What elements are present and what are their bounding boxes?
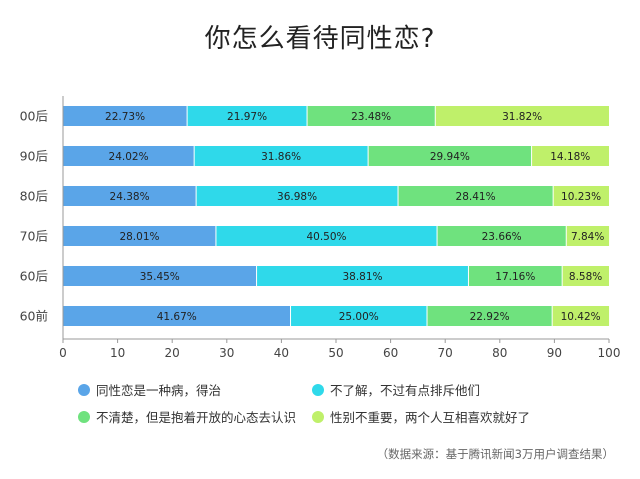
bar-segment: [63, 186, 197, 206]
value-label: 29.94%: [430, 151, 470, 163]
category-label: 60前: [20, 309, 48, 324]
x-tick-label: 60: [383, 346, 398, 360]
value-label: 31.82%: [502, 111, 542, 123]
x-tick-label: 0: [59, 346, 67, 360]
value-label: 23.66%: [482, 231, 522, 243]
value-label: 24.02%: [109, 151, 149, 163]
category-label: 00后: [20, 109, 48, 124]
bar-segment: [398, 186, 554, 206]
x-tick-label: 20: [165, 346, 180, 360]
bar-segment: [215, 226, 438, 246]
value-label: 10.23%: [561, 191, 601, 203]
value-label: 23.48%: [351, 111, 391, 123]
bar-segment: [290, 306, 428, 326]
value-label: 22.73%: [105, 111, 145, 123]
legend-label-disease: 同性恋是一种病，得治: [96, 383, 222, 398]
bar-segment: [256, 266, 469, 286]
value-label: 7.84%: [571, 231, 604, 243]
value-label: 28.01%: [119, 231, 159, 243]
x-tick-label: 70: [438, 346, 453, 360]
value-label: 28.41%: [456, 191, 496, 203]
bar-segment: [63, 266, 257, 286]
bar-segment: [427, 306, 553, 326]
legend-item-gender-unimportant: 性别不重要，两个人互相喜欢就好了: [312, 407, 530, 426]
legend-item-open-minded: 不清楚，但是抱着开放的心态去认识: [78, 407, 296, 426]
value-label: 14.18%: [550, 151, 590, 163]
category-label: 60后: [20, 269, 48, 284]
value-label: 41.67%: [157, 311, 197, 323]
bar-segment: [196, 186, 399, 206]
legend-swatch-disease: [78, 383, 90, 396]
value-label: 17.16%: [495, 271, 535, 283]
value-label: 22.92%: [470, 311, 510, 323]
chart-title: 你怎么看待同性恋?: [204, 24, 436, 54]
value-label: 38.81%: [342, 271, 382, 283]
legend-swatch-open-minded: [78, 410, 90, 423]
bar-segment: [435, 106, 609, 126]
bar-segment: [437, 226, 567, 246]
value-label: 40.50%: [306, 231, 346, 243]
category-label: 70后: [20, 229, 48, 244]
bars-layer: [63, 106, 610, 326]
x-tick-label: 10: [110, 346, 125, 360]
x-tick-label: 100: [598, 346, 621, 360]
value-label: 24.38%: [110, 191, 150, 203]
bar-segment: [552, 306, 610, 326]
x-tick-label: 50: [328, 346, 343, 360]
legend-label-gender-unimportant: 性别不重要，两个人互相喜欢就好了: [330, 410, 531, 425]
legend-label-reject: 不了解，不过有点排斥他们: [330, 383, 481, 398]
bar-segment: [187, 106, 308, 126]
x-tick-label: 30: [219, 346, 234, 360]
bar-segment: [63, 226, 216, 246]
legend-item-disease: 同性恋是一种病，得治: [78, 380, 221, 399]
legend-swatch-gender-unimportant: [312, 410, 324, 423]
labels-layer: 00后 22.73% 21.97% 23.48% 31.82% 90后 24.02% 31.8…: [20, 109, 605, 324]
value-label: 35.45%: [140, 271, 180, 283]
legend-item-reject: 不了解，不过有点排斥他们: [312, 380, 480, 399]
value-label: 8.58%: [569, 271, 602, 283]
value-label: 31.86%: [261, 151, 301, 163]
bar-segment: [63, 146, 195, 166]
x-tick-label: 90: [547, 346, 562, 360]
x-tick-label: 80: [492, 346, 507, 360]
bar-segment: [566, 226, 610, 246]
category-label: 80后: [20, 189, 48, 204]
bar-segment: [63, 306, 291, 326]
bar-segment: [194, 146, 369, 166]
bar-segment: [307, 106, 436, 126]
legend-label-open-minded: 不清楚，但是抱着开放的心态去认识: [96, 410, 297, 425]
legend-swatch-reject: [312, 383, 324, 396]
category-label: 90后: [20, 149, 48, 164]
value-label: 36.98%: [277, 191, 317, 203]
x-tick-label: 40: [274, 346, 289, 360]
axis-layer: 0 10 20 30 40 50 60 70 80 90 100: [59, 96, 620, 360]
bar-segment: [368, 146, 532, 166]
source-note: （数据来源：基于腾讯新闻3万用户调查结果）: [376, 447, 614, 461]
value-label: 25.00%: [339, 311, 379, 323]
bar-segment: [468, 266, 563, 286]
bar-segment: [553, 186, 609, 206]
value-label: 21.97%: [227, 111, 267, 123]
bar-segment: [562, 266, 609, 286]
bar-segment: [63, 106, 188, 126]
bar-segment: [531, 146, 609, 166]
value-label: 10.42%: [561, 311, 601, 323]
